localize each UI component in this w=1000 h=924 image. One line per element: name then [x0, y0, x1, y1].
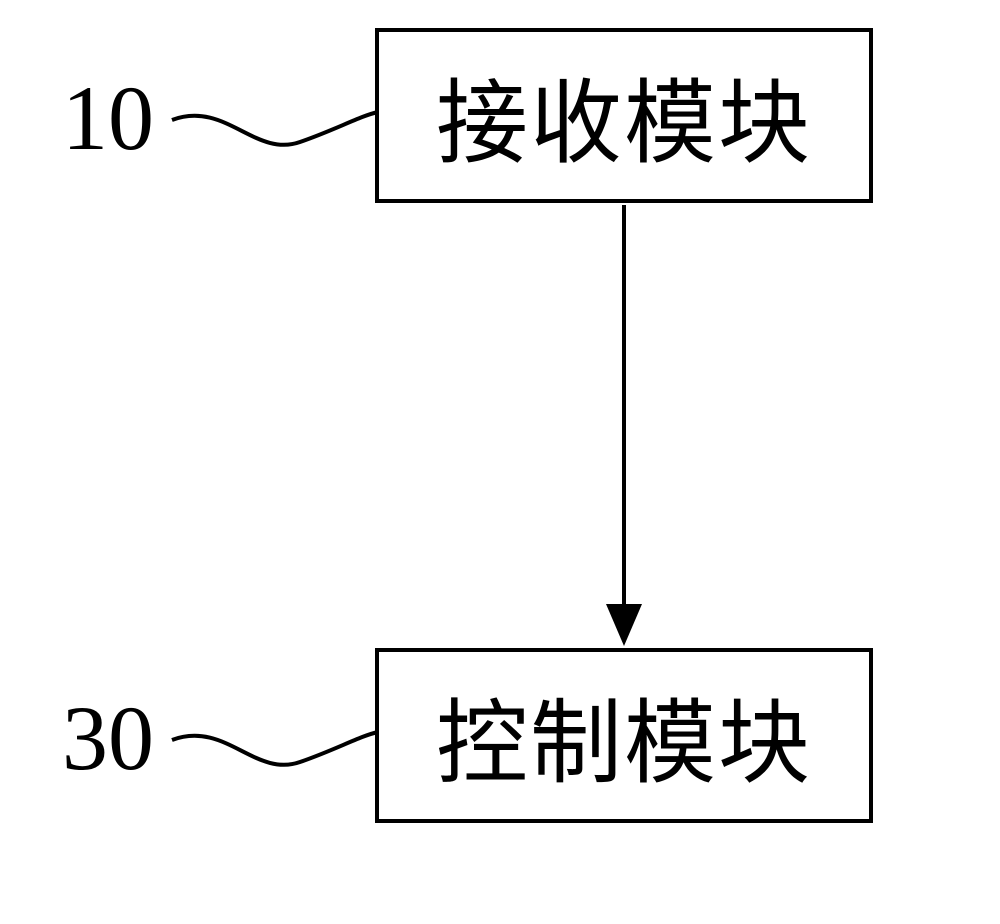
flow-arrow: [0, 0, 1000, 924]
